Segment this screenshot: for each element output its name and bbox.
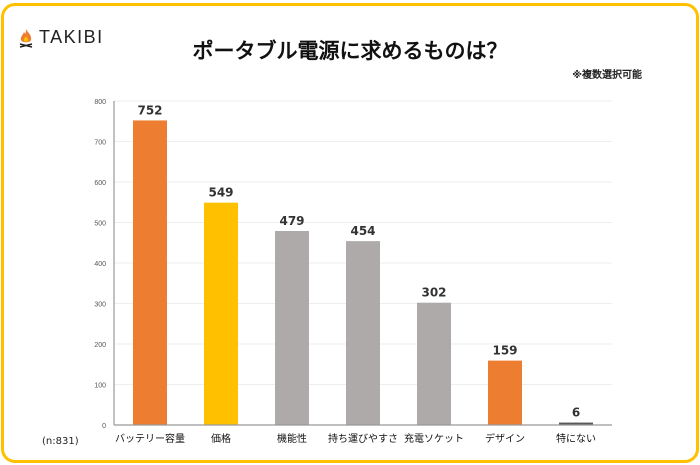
- x-tick-label: 機能性: [277, 432, 307, 445]
- bar: [204, 202, 238, 425]
- y-tick-label: 400: [94, 261, 106, 268]
- x-tick-label: 充電ソケット: [404, 432, 464, 445]
- bar: [417, 302, 451, 425]
- bar: [559, 422, 593, 426]
- x-tick-label: デザイン: [485, 432, 525, 445]
- data-label: 549: [208, 186, 233, 200]
- bar: [488, 360, 522, 425]
- brand-name: TAKIBI: [39, 27, 104, 47]
- sample-size: (n:831): [42, 436, 79, 447]
- x-tick-label: 価格: [211, 432, 231, 445]
- campfire-icon: [19, 28, 33, 48]
- y-tick-label: 200: [94, 342, 106, 349]
- x-tick-label: バッテリー容量: [115, 432, 185, 445]
- chart-title: ポータブル電源に求めるものは？: [192, 39, 508, 63]
- bar: [346, 241, 380, 425]
- data-label: 6: [572, 406, 580, 420]
- data-label: 302: [421, 286, 446, 300]
- data-label: 159: [492, 344, 517, 358]
- brand-logo: TAKIBI: [17, 27, 104, 48]
- y-tick-label: 300: [94, 302, 106, 309]
- data-label: 479: [279, 214, 304, 228]
- y-tick-label: 0: [102, 423, 106, 430]
- y-tick-label: 500: [94, 221, 106, 228]
- data-label: 454: [350, 224, 375, 238]
- y-tick-label: 700: [94, 140, 106, 147]
- y-tick-label: 100: [94, 383, 106, 390]
- data-label: 752: [137, 103, 162, 117]
- bar: [275, 231, 309, 425]
- y-tick-label: 800: [94, 99, 106, 106]
- bar: [133, 120, 167, 425]
- multiple-choice-note: ※複数選択可能: [572, 70, 642, 81]
- x-tick-label: 特にない: [556, 433, 596, 445]
- y-tick-label: 600: [94, 180, 106, 187]
- x-tick-label: 持ち運びやすさ: [328, 432, 398, 445]
